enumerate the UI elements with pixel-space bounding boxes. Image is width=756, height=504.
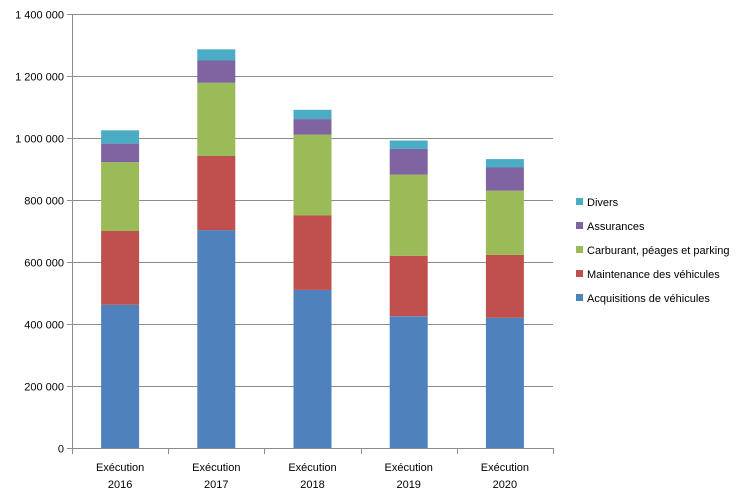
legend-label: Assurances bbox=[587, 221, 645, 233]
x-axis-tick-labels: Exécution 2016 Exécution 2017 Exécution 2018 E… bbox=[96, 462, 529, 491]
bar-segment-1-category-5 bbox=[485, 317, 524, 448]
legend: Divers Assurances Carburant, péages et par… bbox=[576, 197, 729, 305]
bar-segment-1-category-1 bbox=[101, 304, 140, 448]
legend-swatch bbox=[576, 222, 583, 229]
bar-segment-2-category-1 bbox=[101, 231, 140, 305]
legend-swatch bbox=[576, 270, 583, 277]
legend-swatch bbox=[576, 294, 583, 301]
bar-segment-3-category-1 bbox=[101, 162, 140, 231]
legend-label: Acquisitions de véhicules bbox=[587, 293, 710, 305]
x-tick-label: Exécution bbox=[96, 462, 144, 474]
legend-label: Divers bbox=[587, 197, 619, 209]
bar-segment-2-category-4 bbox=[389, 255, 428, 317]
bar-segment-2-category-5 bbox=[485, 254, 524, 318]
bars bbox=[101, 49, 524, 449]
legend-swatch bbox=[576, 198, 583, 205]
legend-label: Maintenance des véhicules bbox=[587, 269, 720, 281]
x-tick-label: Exécution bbox=[481, 462, 529, 474]
x-tick-label: 2020 bbox=[493, 479, 517, 491]
y-tick-label: 1 400 000 bbox=[15, 10, 64, 22]
y-tick-label: 600 000 bbox=[24, 258, 64, 270]
bar-segment-4-category-5 bbox=[485, 167, 524, 191]
bar-segment-5-category-5 bbox=[485, 159, 524, 168]
x-tick-label: 2019 bbox=[396, 479, 420, 491]
bar-segment-3-category-5 bbox=[485, 190, 524, 255]
bar-segment-2-category-3 bbox=[293, 215, 332, 290]
x-tick-label: 2017 bbox=[204, 479, 228, 491]
bar-segment-3-category-4 bbox=[389, 174, 428, 256]
y-tick-label: 800 000 bbox=[24, 196, 64, 208]
legend-label: Carburant, péages et parking bbox=[587, 245, 729, 257]
bar-segment-5-category-2 bbox=[197, 49, 236, 61]
bar-segment-5-category-3 bbox=[293, 109, 332, 120]
x-tick-label: 2018 bbox=[300, 479, 324, 491]
axes bbox=[67, 14, 554, 454]
bar-segment-4-category-1 bbox=[101, 143, 140, 163]
y-tick-label: 200 000 bbox=[24, 382, 64, 394]
y-tick-label: 400 000 bbox=[24, 320, 64, 332]
bar-segment-5-category-4 bbox=[389, 140, 428, 149]
bar-segment-1-category-3 bbox=[293, 289, 332, 448]
bar-segment-4-category-4 bbox=[389, 148, 428, 175]
legend-swatch bbox=[576, 246, 583, 253]
y-tick-label: 1 200 000 bbox=[15, 72, 64, 84]
bar-segment-1-category-2 bbox=[197, 230, 236, 448]
bar-segment-3-category-3 bbox=[293, 134, 332, 216]
x-tick-label: Exécution bbox=[192, 462, 240, 474]
bar-segment-4-category-2 bbox=[197, 60, 236, 83]
bar-segment-4-category-3 bbox=[293, 119, 332, 135]
x-tick-label: Exécution bbox=[385, 462, 433, 474]
bar-segment-5-category-1 bbox=[101, 130, 140, 144]
y-tick-label: 0 bbox=[58, 444, 64, 456]
y-axis-tick-labels: 0 200 000 400 000 600 000 800 000 1 000 000 1 … bbox=[15, 10, 64, 456]
x-tick-label: 2016 bbox=[108, 479, 132, 491]
bar-segment-3-category-2 bbox=[197, 82, 236, 156]
bar-segment-2-category-2 bbox=[197, 156, 236, 231]
x-tick-label: Exécution bbox=[288, 462, 336, 474]
y-tick-label: 1 000 000 bbox=[15, 134, 64, 146]
bar-segment-1-category-4 bbox=[389, 316, 428, 449]
